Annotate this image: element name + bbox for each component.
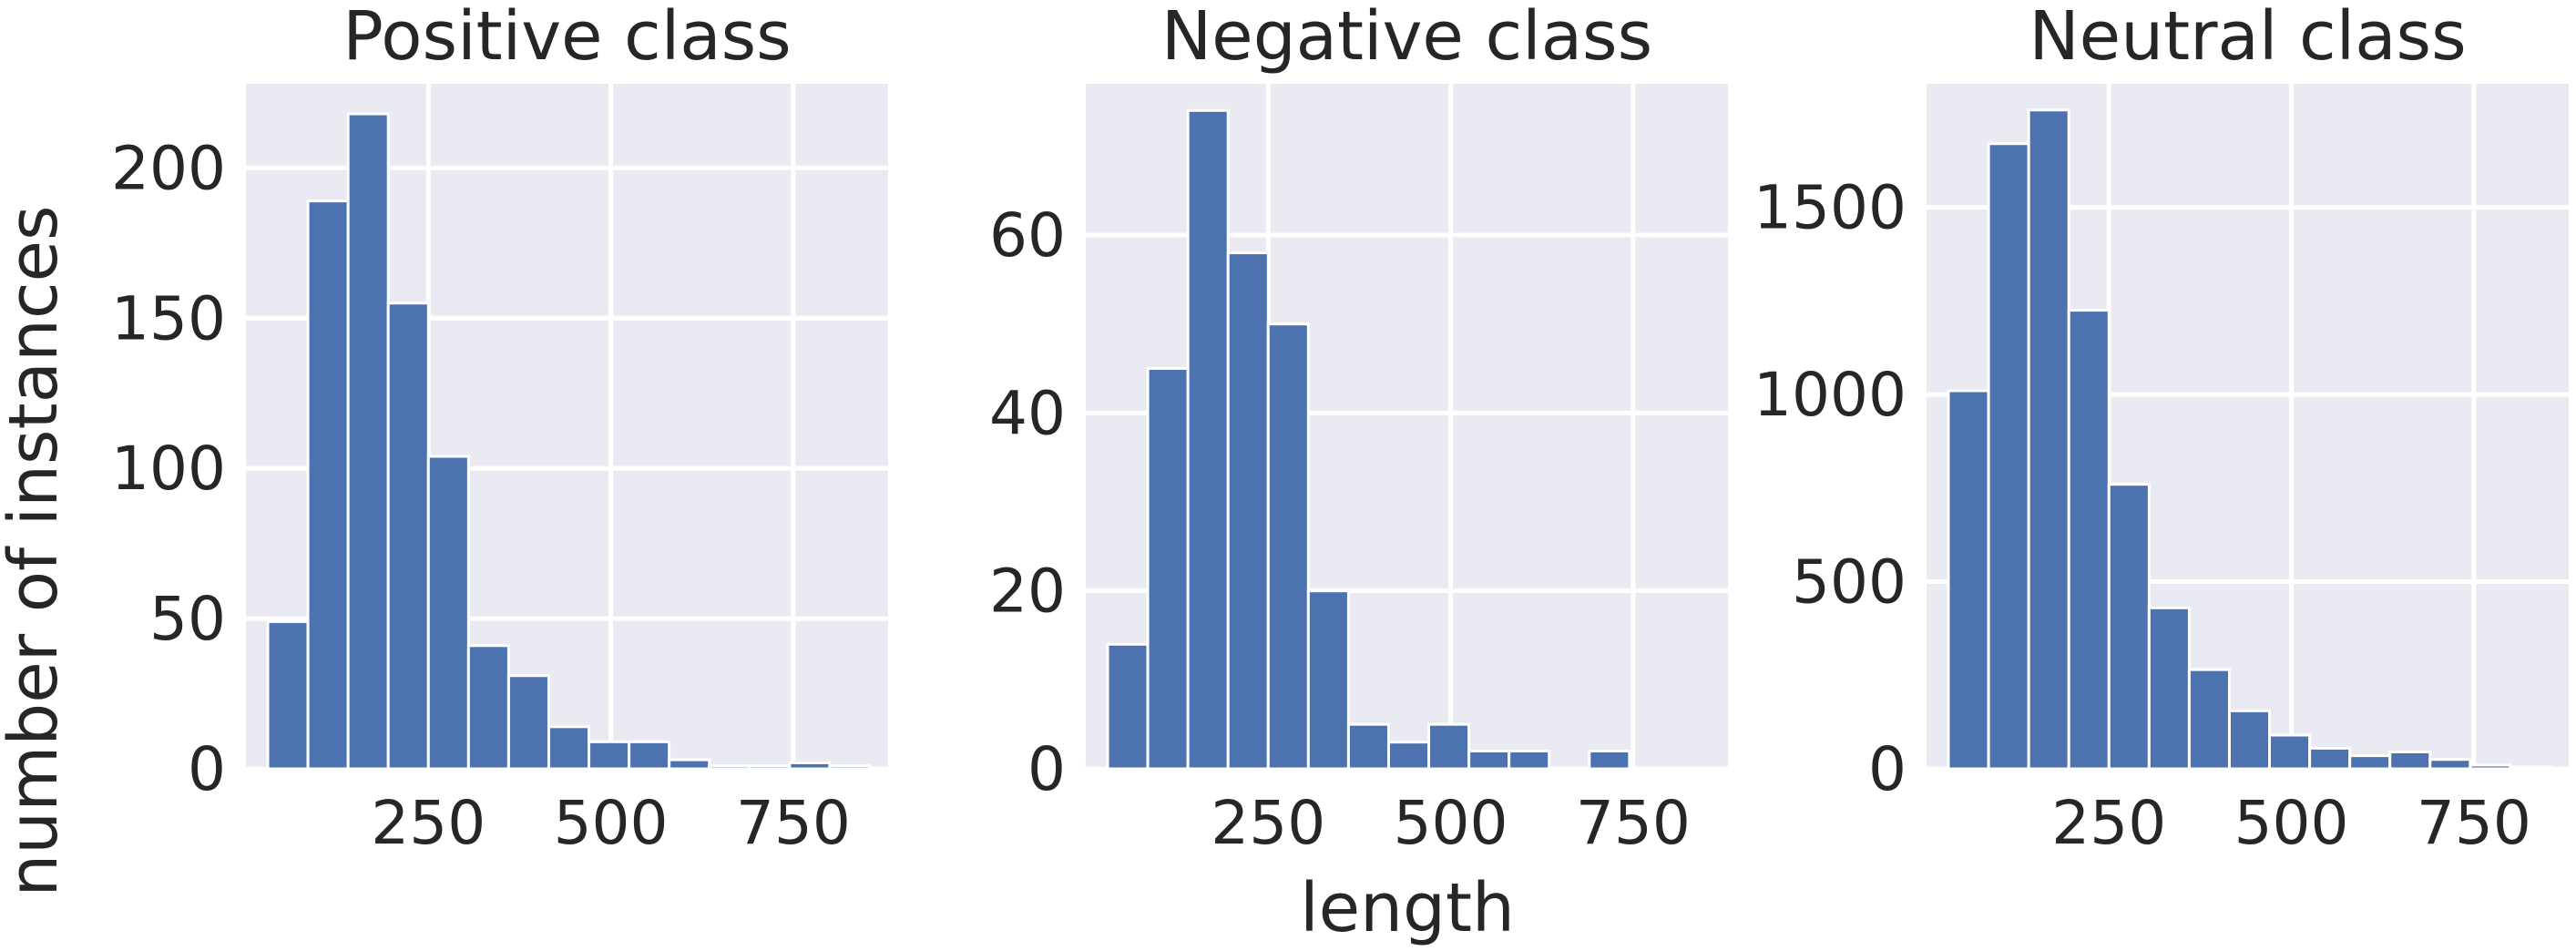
x-tick-label: 250 [371,788,486,858]
histogram-bar [2308,746,2352,771]
x-tick-label: 750 [2417,788,2531,858]
histogram-bar [668,758,711,771]
positive-class-panel: 0 50 100 150 200 250 500 750 Positive class [111,0,888,858]
histogram-bar [1508,749,1551,771]
y-tick-label: 1000 [1753,360,1906,430]
histogram-bar [2147,606,2191,771]
y-tick-label: 0 [1027,734,1066,804]
histogram-bar [1467,749,1511,771]
histogram-bar [466,644,510,771]
histogram-bar [506,674,550,771]
histogram-bar [1346,722,1390,771]
histogram-bar [588,740,631,771]
histogram-bar [2509,765,2552,771]
x-tick-label: 500 [2234,788,2349,858]
histogram-bar [2469,763,2512,771]
y-tick-label: 100 [111,434,226,504]
chart-title: Negative class [1161,0,1652,76]
y-tick-label: 20 [989,557,1066,627]
histogram-bar [1947,389,1990,771]
x-tick-label: 500 [554,788,669,858]
neutral-class-panel: 0 500 1000 1500 250 500 750 Neutral class [1753,0,2569,858]
histogram-bar [2107,483,2151,771]
x-tick-label: 750 [1576,788,1691,858]
negative-class-panel: 0 20 40 60 250 500 750 Negative class [989,0,1728,858]
histogram-bar [426,455,470,771]
histogram-bar [628,740,671,771]
x-tick-label: 250 [2051,788,2166,858]
histogram-bar [1146,367,1190,771]
histogram-bar [346,112,390,771]
histogram-bar [2348,754,2392,771]
histogram-bar [1427,722,1471,771]
histogram-bar [2227,709,2272,771]
histogram-bar [1588,749,1631,771]
x-tick-label: 250 [1211,788,1325,858]
histogram-bar [266,619,310,771]
histogram-bar [1266,322,1310,771]
histogram-bar [1987,142,2030,771]
histogram-bar [1386,741,1431,771]
histogram-bar [828,764,872,771]
y-tick-label: 1500 [1753,173,1906,243]
y-axis-label: number of instances [0,205,73,896]
y-tick-label: 50 [149,584,226,654]
y-tick-label: 0 [188,734,226,804]
histogram-bar [547,725,591,771]
histogram-bar [2027,108,2070,771]
histogram-bar [2428,758,2472,771]
histogram-bar [1186,108,1230,771]
x-axis-label: length [1300,869,1515,947]
y-tick-label: 200 [111,133,226,203]
y-tick-label: 0 [1868,734,1906,804]
histogram-bar [306,199,350,771]
histogram-bar [2187,668,2231,771]
x-tick-label: 750 [736,788,851,858]
y-tick-label: 150 [111,283,226,353]
y-tick-label: 60 [989,200,1066,271]
histogram-bar [708,764,751,771]
histogram-bar [1106,642,1150,771]
histogram-bar [2388,751,2432,771]
y-tick-label: 500 [1792,547,1906,618]
histogram-bar [386,302,430,771]
chart-title: Positive class [342,0,792,76]
histogram-bar [2268,733,2312,771]
histogram-bar [1306,589,1350,771]
histogram-bar [748,764,792,771]
chart-title: Neutral class [2029,0,2466,76]
y-tick-label: 40 [989,378,1066,448]
histogram-bar [2067,309,2111,771]
histogram-bar [1226,251,1270,771]
histogram-bar [788,761,832,771]
x-tick-label: 500 [1394,788,1508,858]
